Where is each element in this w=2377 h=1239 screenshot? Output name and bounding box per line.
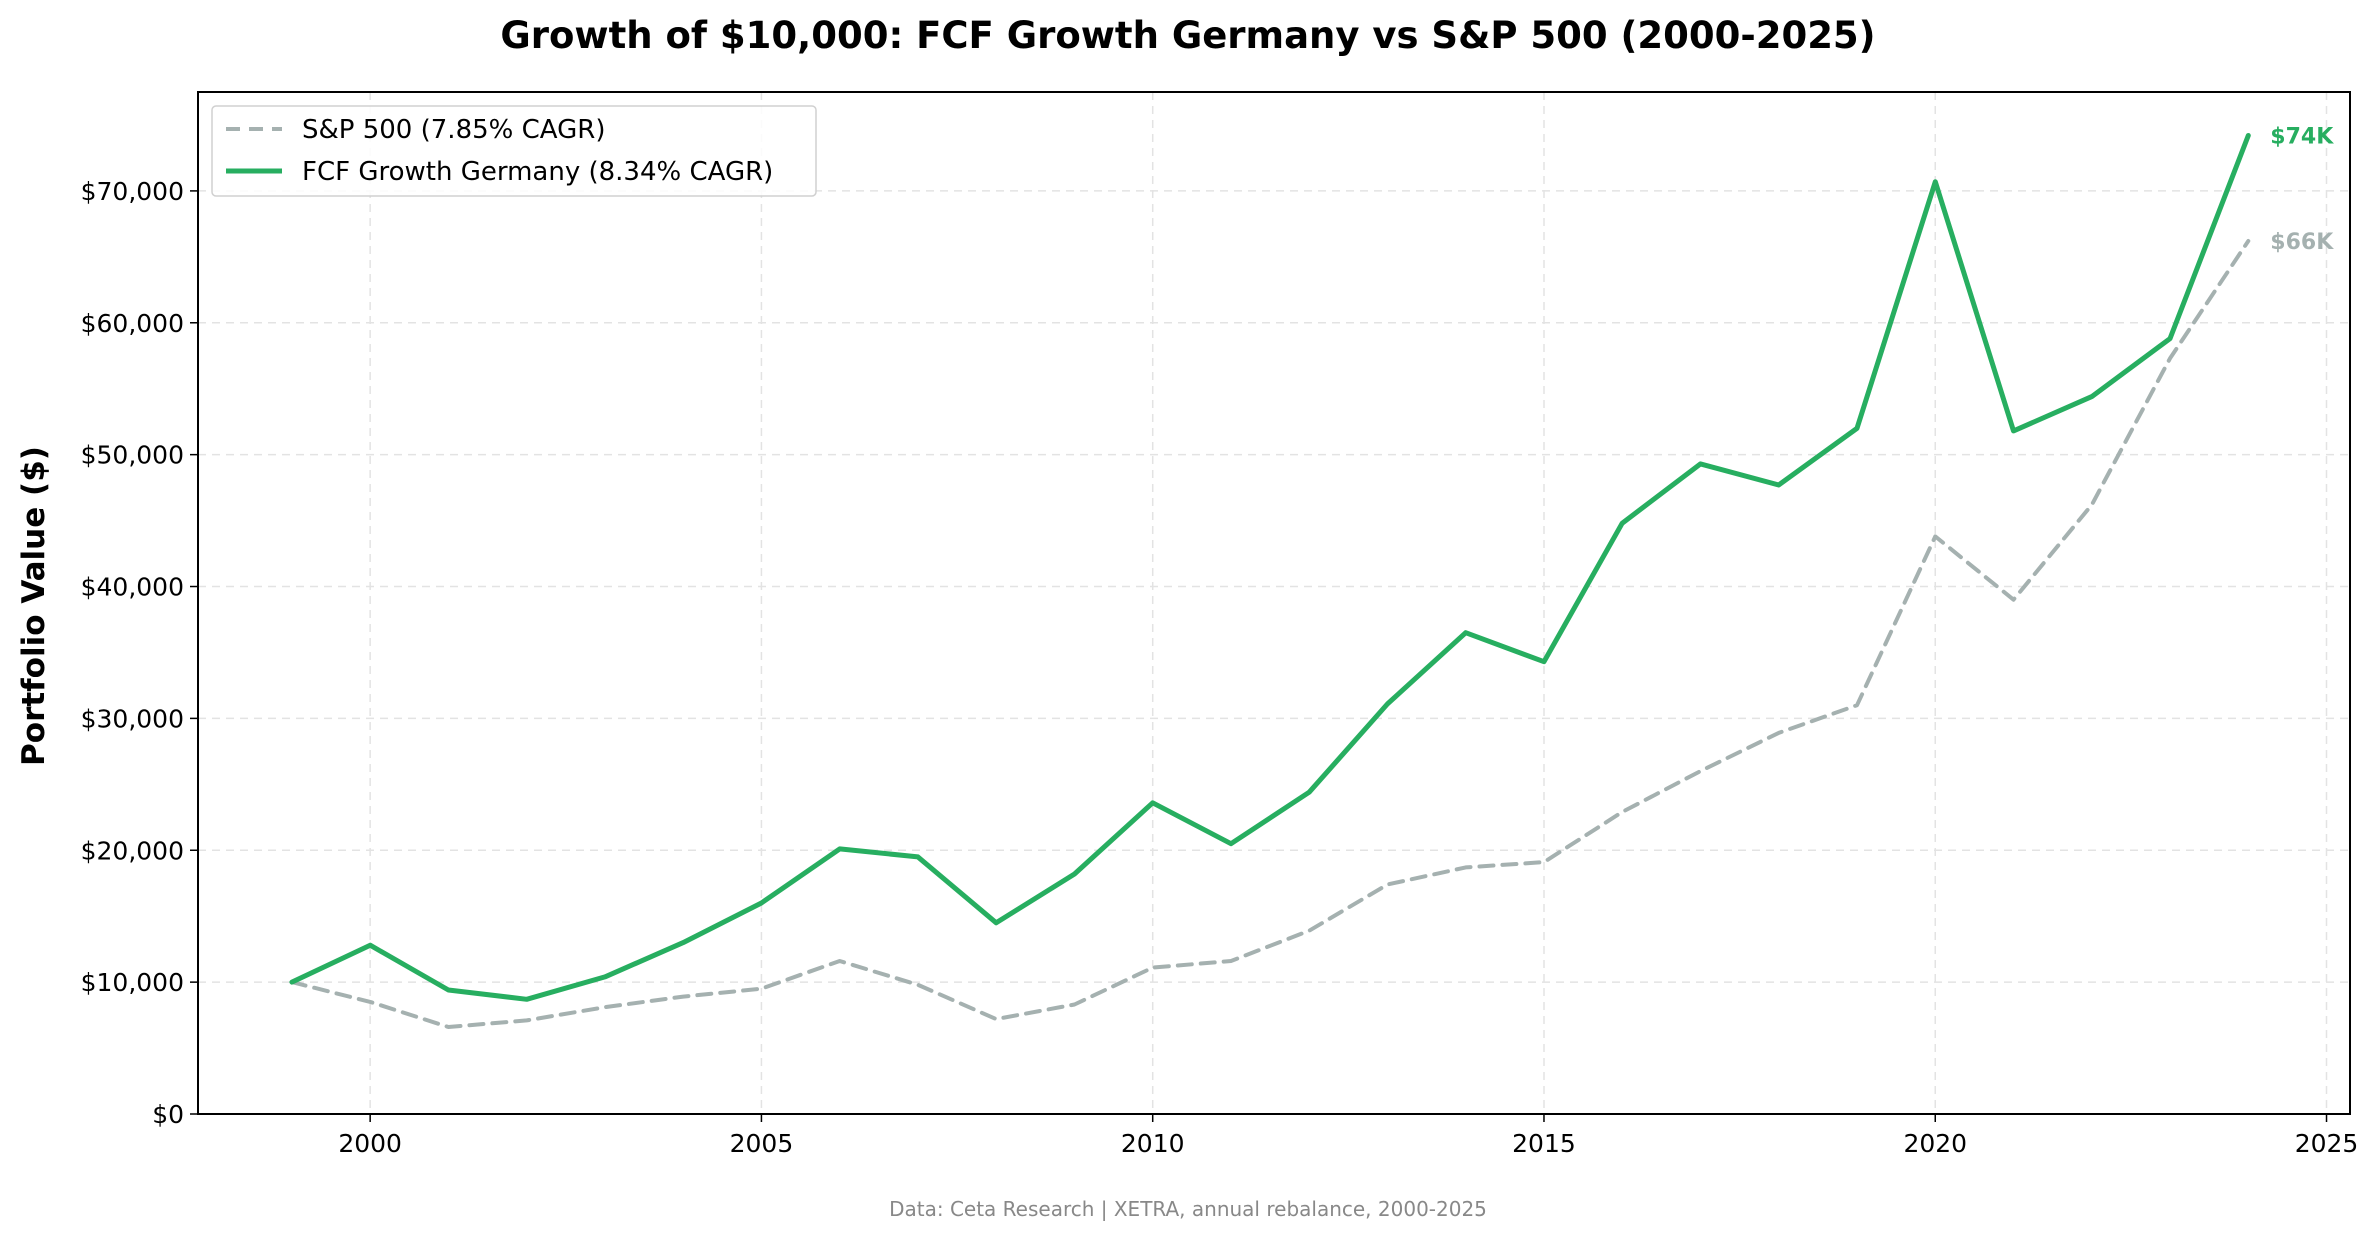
end-label-fcf-germany: $74K [2270, 125, 2334, 150]
y-tick-label: $70,000 [81, 177, 184, 206]
legend: S&P 500 (7.85% CAGR) FCF Growth Germany … [211, 105, 817, 197]
x-tick-label: 2010 [1121, 1129, 1185, 1158]
y-tick-label: $20,000 [81, 836, 184, 865]
y-tick-label: $50,000 [81, 441, 184, 470]
series-layer [289, 133, 2251, 1029]
end-label-sp500: $66K [2270, 230, 2334, 255]
y-tick-label: $30,000 [81, 704, 184, 733]
legend-label-sp500: S&P 500 (7.85% CAGR) [302, 115, 605, 145]
chart-title: Growth of $10,000: FCF Growth Germany vs… [500, 14, 1875, 57]
series-line-sp500 [289, 239, 2251, 1029]
x-tick-label: 2025 [2295, 1129, 2359, 1158]
footnote: Data: Ceta Research | XETRA, annual reba… [889, 1197, 1487, 1221]
y-tick-label: $60,000 [81, 309, 184, 338]
y-tick-label: $40,000 [81, 573, 184, 602]
series-line-fcf-germany [289, 133, 2251, 1002]
grid [198, 92, 2350, 1115]
y-axis-label: Portfolio Value ($) [16, 446, 52, 766]
x-tick-label: 2005 [730, 1129, 794, 1158]
y-tick-label: $0 [152, 1100, 184, 1129]
x-tick-label: 2015 [1512, 1129, 1576, 1158]
legend-label-fcf-germany: FCF Growth Germany (8.34% CAGR) [302, 157, 773, 187]
end-labels: $66K $74K [2270, 125, 2334, 255]
plot-frame [197, 91, 2351, 1115]
x-tick-label: 2000 [338, 1129, 402, 1158]
y-tick-label: $10,000 [81, 968, 184, 997]
x-tick-label: 2020 [1903, 1129, 1967, 1158]
axis-ticks: 2000 2005 2010 2015 2020 2025 $0 $10,000 $20,000… [81, 177, 2359, 1158]
legend-box [211, 105, 817, 197]
